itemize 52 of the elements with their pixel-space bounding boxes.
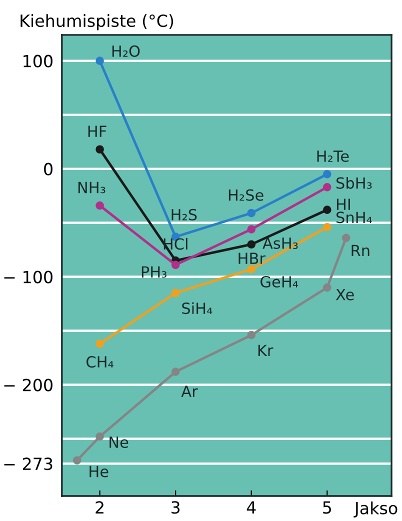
y-tick-label: 100: [24, 54, 52, 68]
point: [96, 432, 104, 441]
x-tick-label: 2: [96, 501, 104, 514]
point: [322, 283, 332, 292]
annotation: Kr: [258, 344, 274, 356]
point: [247, 240, 256, 249]
point: [247, 330, 256, 340]
annotation: Xe: [336, 288, 354, 300]
annotation: NH₃: [78, 182, 106, 194]
x-axis-title: Jakso: [354, 502, 398, 518]
annotation: CH₄: [86, 356, 114, 368]
annotation: Ar: [181, 386, 198, 397]
annotation: H₂S: [172, 208, 197, 220]
annotation: He: [90, 466, 108, 478]
y-axis-title: Kiehumispiste (°C): [20, 14, 174, 30]
point: [171, 288, 180, 298]
point: [96, 340, 104, 348]
point: [96, 56, 104, 65]
point: [72, 456, 82, 465]
point: [96, 201, 104, 210]
y-tick-label: − 100: [4, 270, 52, 284]
annotation: HF: [88, 126, 106, 137]
point: [322, 222, 332, 232]
annotation: Rn: [352, 244, 370, 256]
annotation: PH₃: [142, 266, 166, 278]
point: [322, 170, 332, 178]
annotation: HI: [336, 198, 350, 210]
annotation: Ne: [110, 436, 128, 448]
annotation: AsH₃: [262, 238, 298, 249]
y-tick-label: − 200: [4, 378, 52, 392]
annotation: HBr: [238, 252, 266, 264]
x-tick-label: 4: [246, 501, 256, 514]
point: [322, 206, 332, 214]
point: [96, 145, 104, 154]
annotation: H₂Te: [317, 150, 349, 162]
annotation: GeH₄: [260, 276, 298, 288]
point: [247, 208, 256, 218]
point: [322, 182, 332, 192]
point: [171, 260, 180, 270]
y-tick-label: 0: [44, 162, 52, 176]
point: [247, 225, 256, 234]
y-tick-label: − 273: [4, 458, 52, 470]
point: [247, 265, 256, 274]
annotation: SnH₄: [336, 212, 372, 224]
annotation: H₂Se: [228, 189, 264, 201]
x-tick-label: 5: [323, 501, 331, 514]
x-tick-label: 3: [172, 501, 180, 514]
annotation: SbH₃: [336, 176, 372, 189]
annotation: H₂O: [112, 45, 140, 57]
point: [342, 234, 350, 242]
annotation: SiH₄: [182, 302, 212, 314]
point: [171, 368, 180, 376]
